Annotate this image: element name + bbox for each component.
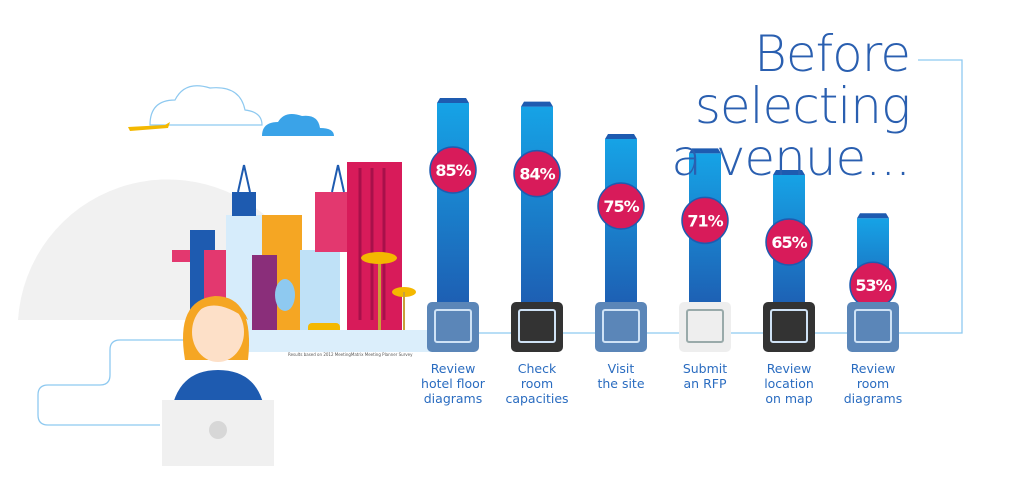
category-label: Review hotel floor diagrams (408, 361, 498, 406)
bars-group: 85% 84% 75% 71% 65% 53% (427, 98, 899, 352)
bar-cap (773, 170, 805, 175)
category-label: Review room diagrams (828, 361, 918, 406)
category-label-line: diagrams (423, 391, 483, 406)
category-label-line: on map (765, 391, 813, 406)
room-diagram-icon (847, 302, 899, 352)
person-with-laptop-illustration (162, 296, 274, 466)
bar-cap (689, 148, 721, 154)
category-label-line: Visit (607, 361, 635, 376)
value-label: 53% (855, 276, 891, 295)
category-label-line: Check (517, 361, 557, 376)
value-label: 84% (519, 165, 555, 184)
category-label: Visit the site (576, 361, 666, 391)
category-label-line: Review (430, 361, 476, 376)
bar-cap (857, 213, 889, 219)
category-label-line: room (856, 376, 890, 391)
category-label-line: capacities (505, 391, 569, 406)
category-label-line: location (764, 376, 814, 391)
title-line-1: Before selecting (694, 25, 911, 135)
category-label-line: Review (850, 361, 896, 376)
value-label: 75% (603, 197, 639, 216)
site-visit-icon (595, 302, 647, 352)
category-label-line: room (520, 376, 554, 391)
value-label: 85% (435, 161, 471, 180)
category-label-line: an RFP (683, 376, 727, 391)
category-label-line: the site (597, 376, 645, 391)
floor-plan-icon (427, 302, 479, 352)
source-note: Results based on 2012 MeetingMatrix Meet… (288, 352, 413, 357)
title-line-2: a venue... (671, 129, 911, 187)
airplane-icon (128, 122, 170, 131)
cloud-icon (262, 114, 334, 136)
bar (437, 103, 469, 315)
connector-line (37, 59, 963, 426)
bar (521, 106, 553, 315)
bar-cap (605, 134, 637, 139)
map-tablet-icon (763, 302, 815, 352)
value-badge (681, 196, 729, 245)
value-badge (429, 146, 477, 194)
value-badge (513, 149, 561, 198)
page-title: Before selecting a venue... (540, 25, 911, 187)
cloud-outline-icon (149, 85, 263, 126)
bar-cap (437, 98, 469, 103)
value-label: 71% (687, 211, 723, 230)
category-label-line: hotel floor (421, 376, 485, 391)
value-badge (765, 218, 813, 266)
rfp-document-icon (679, 302, 731, 352)
category-label-line: Submit (682, 361, 728, 376)
bar-cap (521, 101, 553, 107)
category-label: Review location on map (744, 361, 834, 406)
category-label-line: diagrams (843, 391, 903, 406)
category-label: Submit an RFP (660, 361, 750, 391)
calculator-icon (511, 302, 563, 352)
value-badge (597, 182, 645, 230)
category-label: Check room capacities (492, 361, 582, 406)
value-label: 65% (771, 233, 807, 252)
category-label-line: Review (766, 361, 812, 376)
